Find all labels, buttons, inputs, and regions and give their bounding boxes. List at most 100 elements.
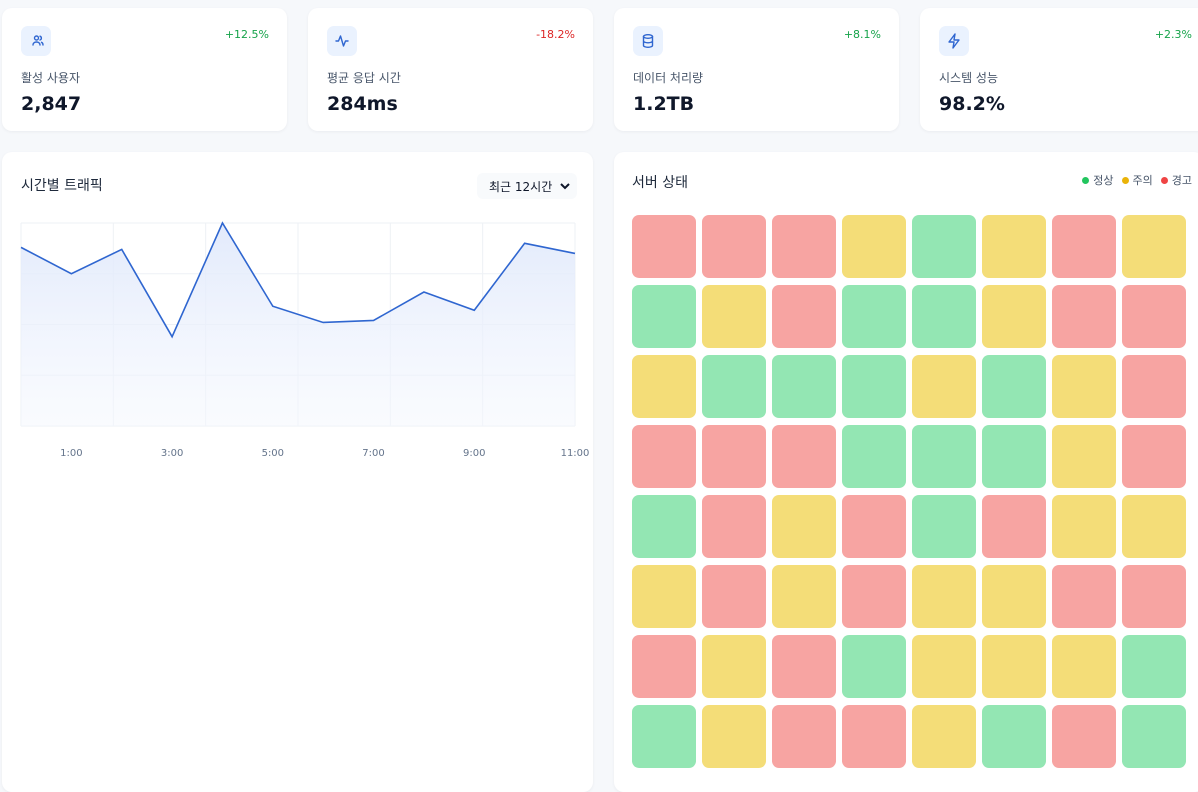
stat-card: +12.5% 활성 사용자 2,847	[2, 8, 287, 131]
server-cell	[632, 705, 696, 768]
server-cell	[912, 215, 976, 278]
panel-title: 시간별 트래픽	[21, 178, 103, 194]
legend-item: 주의	[1121, 172, 1153, 188]
icon	[642, 34, 654, 48]
server-cell	[1122, 565, 1186, 628]
legend: 정상 주의 경고	[1082, 172, 1192, 188]
icon	[335, 35, 349, 47]
server-cell	[842, 285, 906, 348]
server-cell	[1052, 495, 1116, 558]
server-cell	[772, 215, 836, 278]
server-cell	[912, 425, 976, 488]
server-cell	[632, 425, 696, 488]
server-cell	[1122, 355, 1186, 418]
server-cell	[702, 705, 766, 768]
server-cell	[702, 635, 766, 698]
stat-value: 1.2TB	[633, 93, 695, 115]
legend-label: 경고	[1171, 174, 1192, 187]
stat-label: 시스템 성능	[939, 71, 999, 85]
server-cell	[702, 565, 766, 628]
server-cell	[632, 285, 696, 348]
stat-icon	[633, 26, 663, 56]
x-tick-label: 5:00	[262, 448, 284, 459]
x-tick-label: 7:00	[362, 448, 384, 459]
server-cell	[1122, 215, 1186, 278]
server-cell	[982, 635, 1046, 698]
server-cell	[982, 425, 1046, 488]
stat-value: 284ms	[327, 93, 398, 115]
x-tick-label: 3:00	[161, 448, 183, 459]
server-cell	[1122, 285, 1186, 348]
stat-icon	[327, 26, 357, 56]
server-cell	[1122, 705, 1186, 768]
server-cell	[702, 495, 766, 558]
stat-card: +8.1% 데이터 처리량 1.2TB	[614, 8, 899, 131]
stat-icon	[939, 26, 969, 56]
server-cell	[982, 215, 1046, 278]
stat-change: +8.1%	[843, 28, 881, 41]
server-cell	[702, 425, 766, 488]
traffic-panel: 시간별 트래픽 최근 12시간 1:00 3:00 5:00 7:00 9:00 11:0…	[2, 152, 593, 792]
server-cell	[982, 565, 1046, 628]
server-cell	[1052, 215, 1116, 278]
stat-change: +12.5%	[224, 28, 269, 41]
server-cell	[912, 355, 976, 418]
server-cell	[842, 705, 906, 768]
server-cell	[912, 285, 976, 348]
stat-label: 데이터 처리량	[633, 71, 704, 85]
server-cell	[1052, 355, 1116, 418]
x-tick-label: 11:00	[561, 448, 590, 459]
server-cell	[702, 215, 766, 278]
server-cell	[772, 565, 836, 628]
server-cell	[982, 495, 1046, 558]
stat-label: 활성 사용자	[21, 71, 81, 85]
server-cell	[1052, 425, 1116, 488]
server-cell	[842, 215, 906, 278]
server-cell	[702, 285, 766, 348]
stat-change: -18.2%	[536, 28, 575, 41]
server-cell	[772, 425, 836, 488]
server-cell	[842, 355, 906, 418]
server-cell	[772, 495, 836, 558]
server-cell	[632, 215, 696, 278]
line	[20, 221, 576, 339]
x-tick-label: 1:00	[60, 448, 82, 459]
server-cell	[982, 355, 1046, 418]
server-cell	[1052, 705, 1116, 768]
range-select[interactable]: 최근 12시간	[477, 173, 577, 199]
stat-value: 2,847	[21, 93, 82, 115]
server-cell	[982, 285, 1046, 348]
server-cell	[1122, 425, 1186, 488]
stat-change: +2.3%	[1154, 28, 1192, 41]
select-text: 최근 12시간	[489, 179, 553, 194]
server-cell	[772, 705, 836, 768]
server-cell	[912, 565, 976, 628]
legend-item: 정상	[1082, 172, 1114, 188]
server-cell	[842, 635, 906, 698]
server-cell	[632, 635, 696, 698]
server-cell	[842, 565, 906, 628]
server-cell	[912, 495, 976, 558]
legend-item: 경고	[1160, 172, 1192, 188]
legend-dot	[1082, 176, 1090, 184]
server-cell	[1052, 635, 1116, 698]
server-cell	[842, 495, 906, 558]
server-cell	[772, 635, 836, 698]
server-cell	[982, 705, 1046, 768]
server-cell	[1052, 285, 1116, 348]
chevron	[560, 183, 570, 190]
server-cell	[912, 705, 976, 768]
panel-title: 서버 상태	[632, 175, 688, 191]
stat-label: 평균 응답 시간	[327, 71, 401, 85]
legend-dot	[1160, 176, 1168, 184]
x-tick-label: 9:00	[463, 448, 485, 459]
stat-value: 98.2%	[939, 93, 1005, 115]
icon	[32, 35, 44, 46]
line-area	[21, 223, 575, 426]
server-cell	[632, 565, 696, 628]
server-cell	[912, 635, 976, 698]
stat-icon	[21, 26, 51, 56]
server-cell	[1122, 495, 1186, 558]
legend-label: 정상	[1093, 174, 1114, 187]
